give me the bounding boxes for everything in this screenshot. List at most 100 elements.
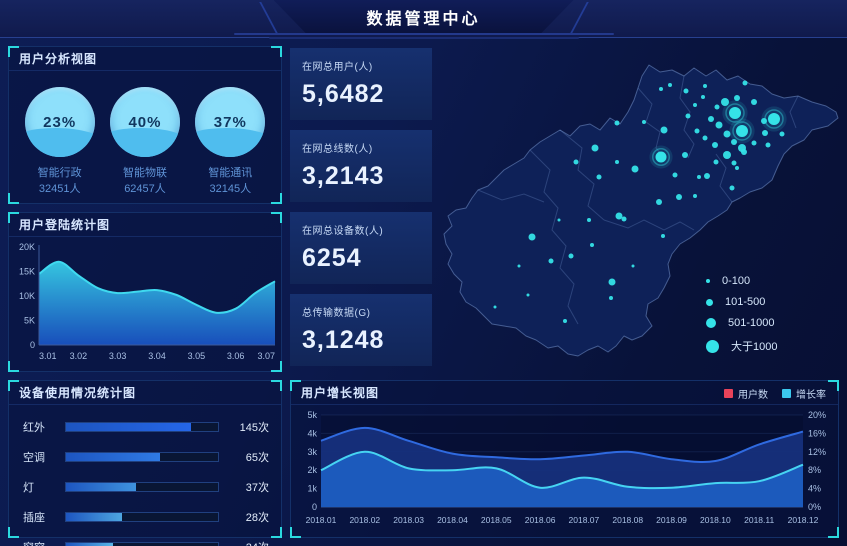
bar-track — [65, 482, 219, 492]
svg-text:3.06: 3.06 — [227, 351, 245, 361]
map-legend-item-1: 0-100 — [706, 275, 795, 287]
svg-text:5k: 5k — [307, 410, 317, 420]
panel-login-stats: 用户登陆统计图 0 5K 10K 15K 20K 3.01 3.02 3.03 3.04 3.05… — [8, 212, 282, 372]
bar-label: 空调 — [23, 452, 45, 464]
liquid-circle-comm: 37% 智能通讯 32145人 — [188, 87, 272, 198]
stat-card-total-users: 在网总用户(人) 5,6482 — [290, 48, 432, 120]
banner-underline — [233, 33, 614, 39]
legend-item-users[interactable]: 用户数 — [724, 386, 768, 401]
map-internal-borders — [477, 75, 799, 325]
svg-text:2018.11: 2018.11 — [744, 515, 774, 525]
svg-text:4k: 4k — [307, 428, 317, 438]
svg-text:3.03: 3.03 — [109, 351, 127, 361]
panel-user-analysis: 用户分析视图 23% 智能行政 32451人 40% 智能物联 62457人 — [8, 46, 282, 204]
bar-label: 灯 — [23, 482, 34, 494]
bar-row-3: 灯 37次 — [23, 479, 269, 495]
legend-label: 101-500 — [725, 296, 766, 308]
bar-fill — [66, 543, 114, 546]
gauge-label: 智能物联 — [122, 167, 167, 179]
stat-label: 在网总线数(人) — [302, 144, 373, 155]
svg-text:2018.01: 2018.01 — [306, 515, 337, 525]
bar-fill — [66, 483, 136, 491]
stat-label: 在网总设备数(人) — [302, 226, 384, 237]
svg-text:2018.04: 2018.04 — [437, 515, 468, 525]
bar-row-5: 窗帘 24次 — [23, 539, 269, 546]
svg-text:2018.06: 2018.06 — [525, 515, 556, 525]
svg-text:2018.07: 2018.07 — [569, 515, 600, 525]
bar-fill — [66, 423, 191, 431]
bar-fill — [66, 513, 123, 521]
svg-text:8%: 8% — [808, 465, 821, 475]
svg-text:0: 0 — [30, 340, 35, 350]
title-banner: 数据管理中心 — [273, 0, 574, 34]
gauge-count: 62457人 — [124, 182, 166, 195]
svg-text:2018.05: 2018.05 — [481, 515, 512, 525]
svg-text:0: 0 — [312, 502, 317, 512]
bar-label: 窗帘 — [23, 539, 57, 546]
gauge-count: 32145人 — [209, 182, 252, 195]
liquid-wave — [109, 128, 180, 157]
province-map-shape — [443, 64, 839, 357]
gauge-count: 32451人 — [38, 182, 81, 195]
map-scatter-dots — [493, 80, 787, 323]
header-bar: 数据管理中心 — [0, 0, 847, 38]
stat-label: 在网总用户(人) — [302, 62, 373, 73]
stat-value: 5,6482 — [302, 80, 385, 108]
liquid-circle-iot: 40% 智能物联 62457人 — [103, 87, 187, 198]
panel-user-growth: 用户增长视图 用户数 增长率 0 1k 2k 3k 4k 5k 0% 4% 8% 12% 16% 20… — [290, 380, 839, 538]
svg-text:2018.09: 2018.09 — [656, 515, 687, 525]
panel-title: 用户分析视图 — [9, 47, 281, 71]
svg-text:2018.10: 2018.10 — [700, 515, 731, 525]
liquid-gauge: 40% — [109, 87, 180, 157]
svg-text:3.01: 3.01 — [39, 351, 57, 361]
svg-text:2018.03: 2018.03 — [393, 515, 424, 525]
stat-value: 3,1248 — [302, 326, 385, 354]
svg-text:3.05: 3.05 — [188, 351, 206, 361]
header-slash-left — [259, 2, 279, 35]
svg-text:4%: 4% — [808, 484, 821, 494]
svg-text:15K: 15K — [19, 267, 35, 277]
svg-text:5K: 5K — [24, 316, 35, 326]
legend-dot — [706, 279, 710, 283]
gauge-percent: 40% — [128, 113, 162, 131]
legend-swatch-cyan — [782, 389, 791, 398]
page-title: 数据管理中心 — [366, 11, 481, 28]
stat-card-total-lines: 在网总线数(人) 3,2143 — [290, 130, 432, 202]
map-svg — [443, 64, 839, 357]
svg-text:12%: 12% — [808, 447, 826, 457]
gauge-percent: 37% — [213, 113, 247, 131]
map-legend-item-4: 大于1000 — [706, 338, 795, 354]
bar-value: 145次 — [239, 422, 269, 434]
login-area-chart: 0 5K 10K 15K 20K 3.01 3.02 3.03 3.04 3.05 3.06 3.07 — [19, 242, 276, 361]
svg-text:3.02: 3.02 — [70, 351, 88, 361]
growth-area-chart: 0 1k 2k 3k 4k 5k 0% 4% 8% 12% 16% 20% 2018.01 2018.02… — [306, 410, 826, 525]
legend-item-growth-rate[interactable]: 增长率 — [782, 386, 826, 401]
bar-track — [65, 422, 219, 432]
svg-text:2018.12: 2018.12 — [788, 515, 819, 525]
stat-label: 总传输数据(G) — [302, 308, 371, 319]
svg-text:1k: 1k — [307, 484, 317, 494]
legend-label: 增长率 — [796, 390, 826, 401]
bar-track — [65, 542, 219, 546]
legend-label: 用户数 — [738, 390, 768, 401]
stat-card-total-devices: 在网总设备数(人) 6254 — [290, 212, 432, 284]
legend-label: 501-1000 — [728, 317, 775, 329]
legend-dot — [706, 298, 713, 306]
region-map: 0-100 101-500 501-1000 大于1000 — [432, 40, 847, 378]
liquid-wave — [195, 128, 266, 157]
panel-title: 设备使用情况统计图 — [9, 381, 281, 405]
stat-value: 6254 — [302, 244, 362, 272]
bar-label: 红外 — [23, 422, 45, 434]
svg-text:2018.02: 2018.02 — [349, 515, 380, 525]
legend-dot — [706, 318, 716, 328]
svg-text:10K: 10K — [19, 291, 35, 301]
bar-value: 24次 — [227, 539, 269, 546]
gauge-label: 智能行政 — [37, 167, 82, 179]
legend-swatch-red — [724, 389, 733, 398]
svg-text:2018.08: 2018.08 — [612, 515, 643, 525]
bar-label: 插座 — [23, 512, 45, 524]
liquid-circle-admin: 23% 智能行政 32451人 — [18, 87, 102, 198]
bar-value: 65次 — [245, 452, 269, 464]
header-slash-right — [569, 2, 589, 35]
